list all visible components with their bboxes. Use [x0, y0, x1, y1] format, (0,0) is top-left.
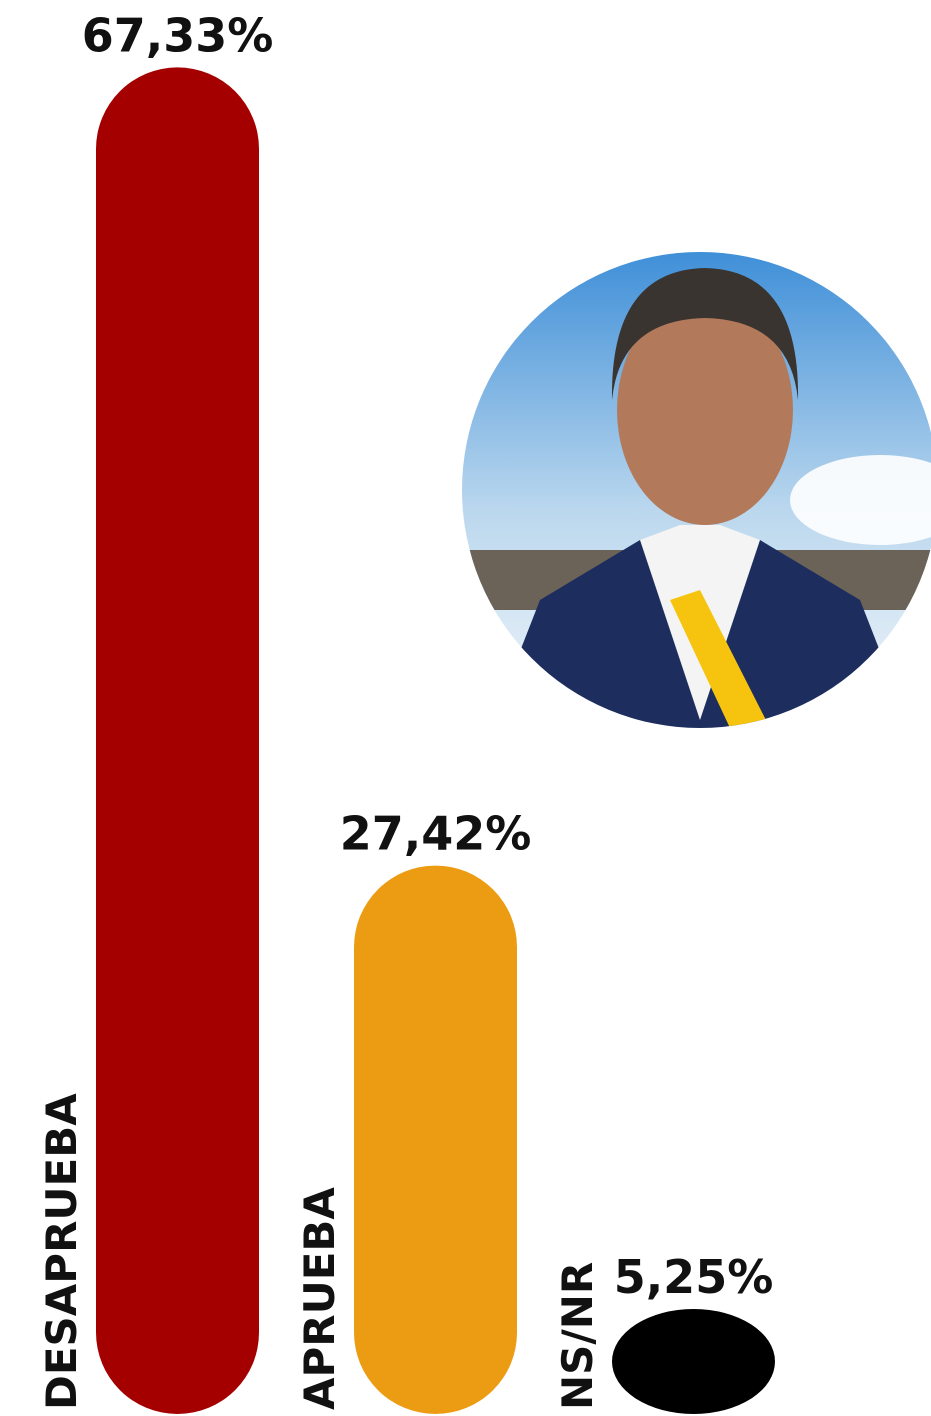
portrait-photo	[462, 252, 931, 728]
value-label: 27,42%	[340, 807, 532, 861]
bar	[354, 865, 517, 1414]
category-label: NS/NR	[553, 1262, 602, 1410]
value-label: 5,25%	[614, 1250, 774, 1304]
category-label: DESAPRUEBA	[37, 1093, 86, 1410]
bar	[612, 1309, 775, 1414]
bar	[96, 67, 259, 1414]
category-label: APRUEBA	[295, 1187, 344, 1410]
value-label: 67,33%	[82, 8, 274, 62]
